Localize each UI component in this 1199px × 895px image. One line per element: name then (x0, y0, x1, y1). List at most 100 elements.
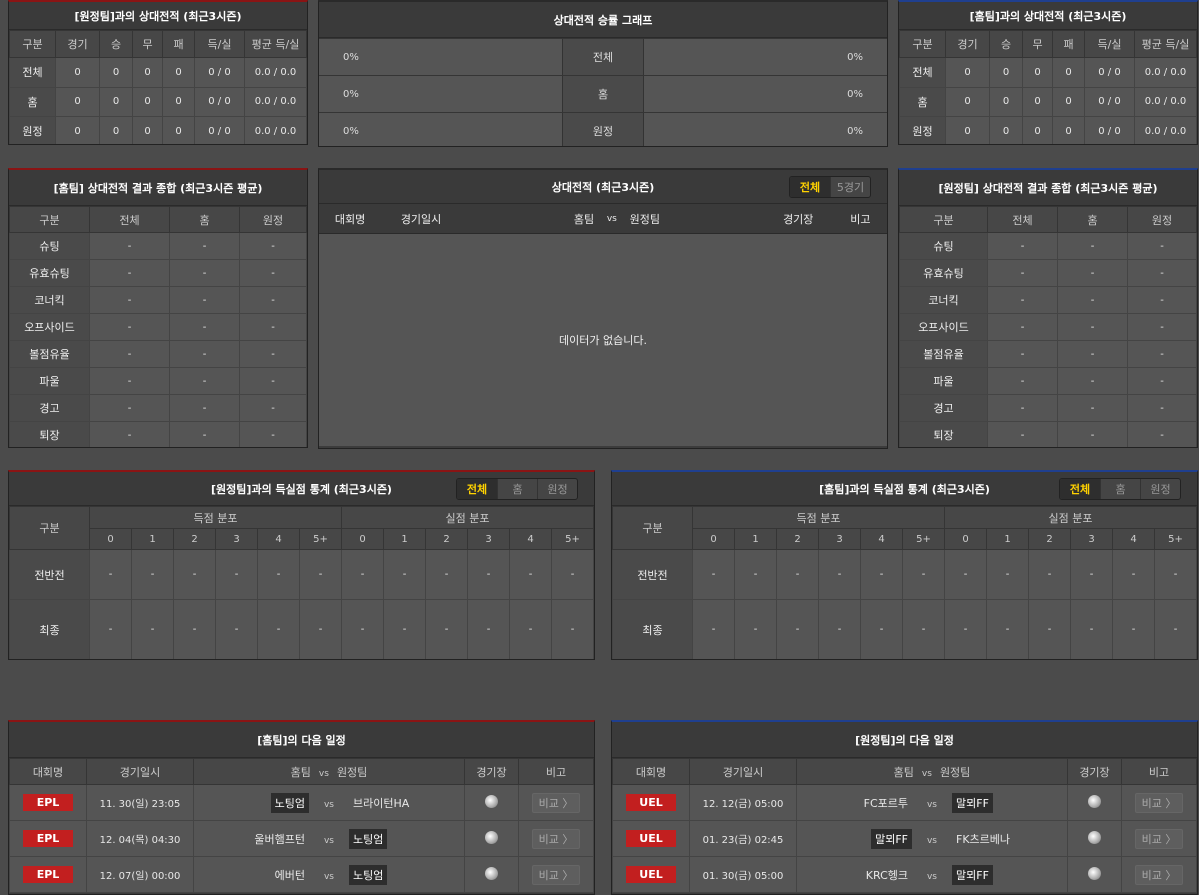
cell-value: - (173, 599, 216, 659)
compare-button[interactable]: 비교 〉 (1134, 864, 1184, 885)
cell-value: - (776, 549, 819, 600)
stadium-icon[interactable] (1088, 866, 1101, 880)
cell-value: - (169, 259, 240, 287)
cell-value: - (89, 367, 170, 395)
cell-value: 0.0 / 0.0 (1134, 116, 1197, 144)
compare-button[interactable]: 비교 〉 (1134, 792, 1184, 813)
header-row: 구분 전체 홈 원정 (899, 206, 1197, 233)
row-label: 경고 (899, 394, 988, 422)
column-header: 승 (99, 30, 133, 58)
conceded-group-header: 실점 분포 (944, 506, 1197, 529)
home-team[interactable]: 울버햄프턴 (254, 832, 305, 846)
away-team[interactable]: 브라이턴HA (353, 796, 410, 810)
cell-value: 0 (132, 57, 163, 88)
cell-value: - (169, 313, 240, 341)
filter-tab[interactable]: 5경기 (830, 176, 870, 197)
home-summary: [홈팀] 상대전적 결과 종합 (최근3시즌 평균) 구분 전체 홈 원정 슈팅 - - - 유효… (8, 168, 308, 448)
column-header: 홈팀 vs 원정팀 (796, 758, 1068, 785)
cell-value: - (89, 286, 170, 314)
filter-tab[interactable]: 원정 (537, 478, 577, 499)
home-team[interactable]: 말뫼FF (871, 828, 912, 849)
header-row: 구분 전체 홈 원정 (9, 206, 307, 233)
away-team[interactable]: 말뫼FF (952, 864, 993, 885)
goal-distribution-table: 구분 득점 분포 실점 분포 0 1 2 3 4 5+ 0 1 2 3 4 5+ 전반전 - - - - - - - - - - -… (612, 506, 1197, 659)
stadium-icon[interactable] (485, 866, 498, 880)
row-label: 볼점유율 (899, 340, 988, 368)
bucket-header: 3 (215, 528, 258, 550)
cell-value: - (173, 549, 216, 600)
graph-label: 원정 (563, 113, 643, 146)
home-win-rate: 0% (319, 39, 563, 75)
fixture-row: UEL 12. 12(금) 05:00 FC포르투 vs 말뫼FF 비교 〉 (612, 784, 1197, 821)
cell-value: - (1057, 340, 1128, 368)
cell-value: - (89, 394, 170, 422)
bucket-header: 0 (944, 528, 987, 550)
filter-tab[interactable]: 홈 (1100, 478, 1140, 499)
stadium-icon[interactable] (1088, 794, 1101, 808)
compare-button[interactable]: 비교 〉 (531, 792, 581, 813)
column-header: 홈 (1057, 206, 1128, 233)
title-text: [홈팀]과의 득실점 통계 (최근3시즌) (819, 482, 990, 496)
row-label: 전체 (9, 57, 56, 88)
filter-tab[interactable]: 전체 (790, 176, 830, 197)
stadium-icon[interactable] (485, 794, 498, 808)
cell-value: - (131, 549, 174, 600)
column-header: 구분 (899, 206, 988, 233)
cell-value: - (987, 421, 1058, 447)
home-team[interactable]: 에버턴 (274, 868, 305, 882)
bucket-header: 1 (734, 528, 777, 550)
vs-label: vs (926, 871, 937, 882)
bucket-header: 1 (986, 528, 1029, 550)
filter-tab[interactable]: 전체 (457, 478, 497, 499)
cell-value: 0 (162, 57, 195, 88)
compare-button[interactable]: 비교 〉 (531, 828, 581, 849)
compare-button[interactable]: 비교 〉 (531, 864, 581, 885)
cell-value: - (860, 599, 903, 659)
row-label: 원정 (899, 116, 946, 144)
league-badge: EPL (23, 830, 73, 847)
home-team[interactable]: 노팅엄 (270, 792, 309, 813)
away-team[interactable]: FK츠르베나 (956, 832, 1011, 846)
cell-value: - (299, 549, 342, 600)
away-team[interactable]: 말뫼FF (952, 792, 993, 813)
bucket-header: 4 (1112, 528, 1155, 550)
cell-value: - (299, 599, 342, 659)
cell-value: - (169, 232, 240, 260)
graph-label: 홈 (563, 76, 643, 112)
row-label: 전체 (899, 57, 946, 88)
list-header: 대회명 경기일시 홈팀 vs 원정팀 경기장 비고 (319, 204, 887, 234)
column-header: 득/실 (194, 30, 245, 58)
cell-value: - (239, 394, 307, 422)
cell-value: - (239, 232, 307, 260)
cell-value: - (1112, 599, 1155, 659)
bucket-header: 3 (467, 528, 510, 550)
home-team[interactable]: FC포르투 (863, 796, 908, 810)
column-header: 평균 득/실 (1134, 30, 1197, 58)
away-team[interactable]: 노팅엄 (349, 828, 388, 849)
home-team[interactable]: KRC헹크 (865, 868, 908, 882)
column-header: vs (606, 213, 617, 224)
column-header: 승 (989, 30, 1023, 58)
stadium-icon[interactable] (1088, 830, 1101, 844)
filter-tab[interactable]: 홈 (497, 478, 537, 499)
away-team[interactable]: 노팅엄 (349, 864, 388, 885)
bucket-header: 5+ (299, 528, 342, 550)
row-label: 최종 (9, 599, 90, 659)
stadium-icon[interactable] (485, 830, 498, 844)
compare-button[interactable]: 비교 〉 (1134, 828, 1184, 849)
cell-value: - (987, 313, 1058, 341)
table-row: 경고 - - - (899, 394, 1197, 422)
cell-value: - (169, 421, 240, 447)
filter-tab[interactable]: 원정 (1140, 478, 1180, 499)
cell-value: - (734, 549, 777, 600)
cell-value: - (551, 599, 594, 659)
cell-value: 0 (989, 57, 1023, 88)
filter-tab[interactable]: 전체 (1060, 478, 1100, 499)
cell-value: - (239, 340, 307, 368)
away-win-rate: 0% (643, 76, 887, 112)
header-row: 구분 경기 승 무 패 득/실 평균 득/실 (9, 30, 307, 58)
column-header: 대회명 (334, 212, 366, 226)
cell-value: - (341, 549, 384, 600)
panel-title: [홈팀]과의 득실점 통계 (최근3시즌) 전체 홈 원정 (612, 472, 1197, 506)
table-row: 코너킥 - - - (9, 286, 307, 314)
